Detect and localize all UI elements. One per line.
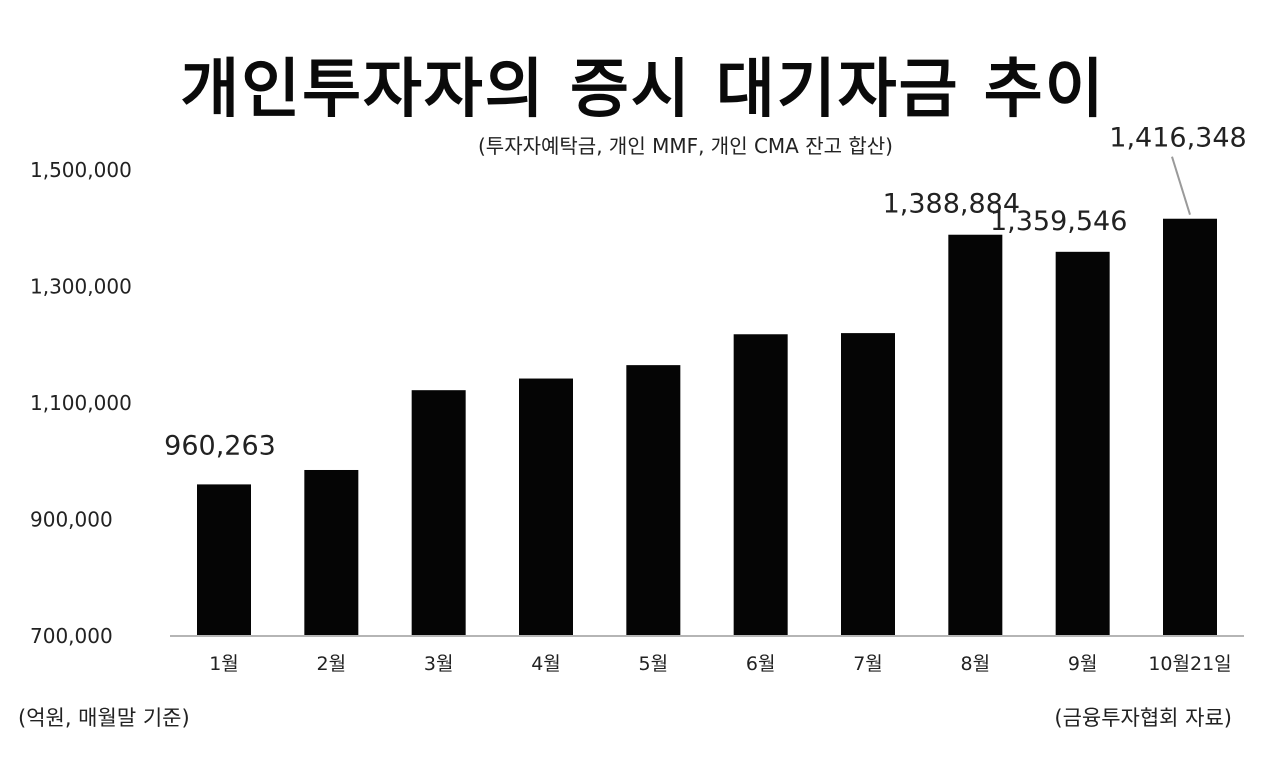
data-label: 1,388,884 [883, 189, 1020, 220]
bar [1163, 218, 1217, 636]
bar [197, 484, 251, 636]
bar [411, 390, 466, 636]
data-label-leader-line [1171, 156, 1191, 216]
chart-subtitle: (투자자예탁금, 개인 MMF, 개인 CMA 잔고 합산) [478, 134, 893, 158]
x-tick-label: 5월 [639, 653, 669, 675]
bar [304, 469, 359, 636]
x-tick-label: 8월 [961, 653, 991, 675]
data-label: 1,416,348 [1109, 123, 1246, 154]
source-note: (금융투자협회 자료) [1054, 706, 1232, 730]
x-tick-label: 9월 [1068, 653, 1098, 675]
unit-note: (억원, 매월말 기준) [18, 706, 190, 730]
x-tick-label: 2월 [317, 653, 347, 675]
bar [519, 378, 573, 636]
data-label: 1,359,546 [990, 206, 1127, 237]
bar [948, 234, 1003, 636]
x-tick-label: 6월 [746, 653, 776, 675]
chart-title: 개인투자자의 증시 대기자금 추이 [180, 53, 1106, 127]
x-tick-label: 4월 [531, 653, 561, 675]
y-tick-label: 1,300,000 [30, 275, 132, 299]
y-tick-label: 900,000 [30, 508, 113, 532]
x-tick-label: 1월 [209, 653, 239, 675]
y-tick-label: 1,100,000 [30, 391, 132, 415]
bar [1055, 251, 1110, 636]
data-label: 960,263 [164, 430, 276, 461]
bar [626, 365, 681, 636]
y-tick-label: 1,500,000 [30, 158, 132, 182]
y-tick-label: 700,000 [30, 624, 113, 648]
bar [733, 334, 788, 636]
bar [841, 333, 895, 636]
x-tick-label: 7월 [853, 653, 883, 675]
x-tick-label: 3월 [424, 653, 454, 675]
x-tick-label: 10월21일 [1148, 653, 1231, 675]
